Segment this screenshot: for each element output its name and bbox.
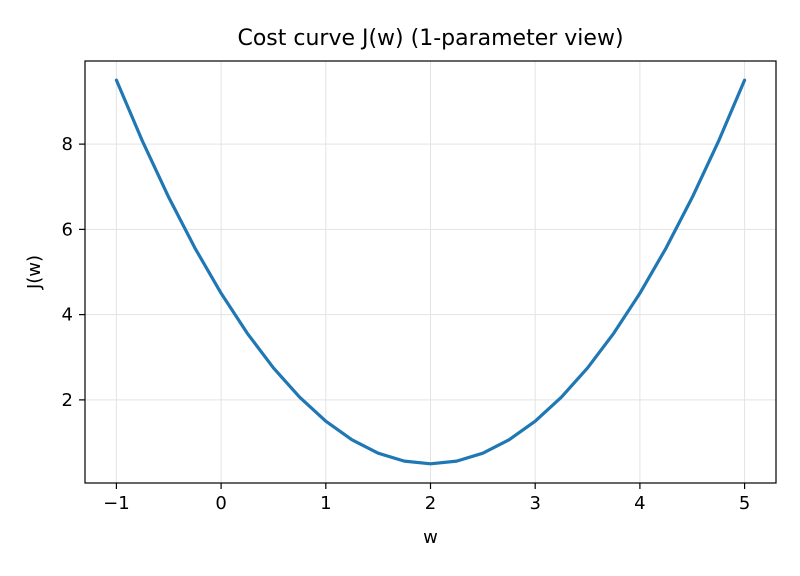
y-axis-label: J(w) [24, 255, 45, 290]
x-axis-label: w [423, 527, 438, 548]
y-tick-label: 6 [62, 219, 73, 240]
series-layer [114, 78, 747, 466]
x-tick-label: 1 [320, 493, 331, 514]
axis-ticks: −1 0 1 2 3 4 5 2 4 6 8 [62, 134, 751, 514]
y-tick-label: 4 [62, 305, 73, 326]
x-tick-label: −1 [103, 493, 130, 514]
y-tick-label: 8 [62, 134, 73, 155]
x-tick-label: 0 [215, 493, 226, 514]
x-tick-label: 3 [529, 493, 540, 514]
x-tick-label: 2 [425, 493, 436, 514]
series-line [114, 78, 747, 466]
y-tick-label: 2 [62, 390, 73, 411]
chart-title: Cost curve J(w) (1-parameter view) [237, 26, 623, 51]
x-tick-label: 4 [634, 493, 645, 514]
grid-lines [85, 61, 776, 483]
x-tick-label: 5 [739, 493, 750, 514]
